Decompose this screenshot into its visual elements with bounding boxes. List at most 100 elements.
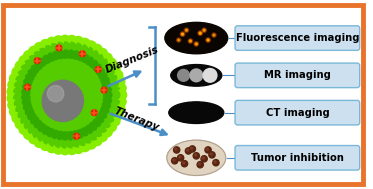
Circle shape xyxy=(102,81,111,89)
Circle shape xyxy=(189,40,191,42)
FancyBboxPatch shape xyxy=(235,63,360,88)
Circle shape xyxy=(104,91,112,99)
Circle shape xyxy=(89,122,97,130)
Circle shape xyxy=(81,54,89,62)
Circle shape xyxy=(23,103,32,112)
Circle shape xyxy=(10,106,20,117)
Circle shape xyxy=(54,121,62,129)
Circle shape xyxy=(78,45,88,54)
Circle shape xyxy=(28,112,36,121)
Circle shape xyxy=(115,103,125,113)
Circle shape xyxy=(210,153,212,155)
Circle shape xyxy=(44,102,52,110)
Circle shape xyxy=(94,91,102,99)
Circle shape xyxy=(34,58,40,64)
Circle shape xyxy=(72,110,80,118)
Circle shape xyxy=(109,78,118,88)
Circle shape xyxy=(15,81,24,91)
Circle shape xyxy=(77,63,85,71)
Circle shape xyxy=(103,96,112,104)
Circle shape xyxy=(38,132,47,142)
Circle shape xyxy=(23,129,34,139)
Circle shape xyxy=(76,129,84,138)
Circle shape xyxy=(107,108,117,117)
Circle shape xyxy=(34,120,42,129)
Circle shape xyxy=(115,77,125,87)
Circle shape xyxy=(186,149,189,151)
Circle shape xyxy=(72,43,82,52)
Circle shape xyxy=(21,116,30,125)
Circle shape xyxy=(25,74,34,82)
Circle shape xyxy=(66,139,76,148)
Circle shape xyxy=(36,75,44,82)
Circle shape xyxy=(85,57,94,65)
Circle shape xyxy=(65,70,73,77)
Circle shape xyxy=(203,157,204,159)
Circle shape xyxy=(43,135,53,144)
Circle shape xyxy=(47,85,64,102)
Text: MR imaging: MR imaging xyxy=(264,70,331,80)
Circle shape xyxy=(47,143,57,153)
Circle shape xyxy=(92,136,102,146)
Ellipse shape xyxy=(167,140,226,175)
Circle shape xyxy=(24,121,34,130)
Circle shape xyxy=(22,98,31,107)
Circle shape xyxy=(66,60,73,68)
Circle shape xyxy=(104,91,112,99)
Circle shape xyxy=(22,88,30,97)
Circle shape xyxy=(105,67,114,77)
Circle shape xyxy=(86,70,94,78)
Circle shape xyxy=(207,39,209,41)
Circle shape xyxy=(16,105,25,114)
Circle shape xyxy=(66,132,75,140)
Circle shape xyxy=(56,45,62,51)
Circle shape xyxy=(178,70,189,81)
Circle shape xyxy=(44,66,52,74)
Circle shape xyxy=(15,99,24,109)
Circle shape xyxy=(102,53,112,63)
Circle shape xyxy=(73,143,84,153)
Circle shape xyxy=(98,58,107,67)
Circle shape xyxy=(81,128,89,136)
Circle shape xyxy=(43,46,53,55)
Circle shape xyxy=(76,52,84,60)
Circle shape xyxy=(84,91,92,99)
Circle shape xyxy=(116,90,126,100)
Circle shape xyxy=(113,70,123,80)
Circle shape xyxy=(15,119,25,129)
Circle shape xyxy=(65,113,73,120)
Circle shape xyxy=(28,69,36,77)
Circle shape xyxy=(86,112,94,120)
FancyBboxPatch shape xyxy=(235,146,360,170)
Circle shape xyxy=(80,38,90,49)
Circle shape xyxy=(179,156,181,158)
Circle shape xyxy=(28,125,38,134)
Circle shape xyxy=(93,63,101,71)
Ellipse shape xyxy=(165,22,228,54)
Circle shape xyxy=(190,69,203,82)
Circle shape xyxy=(33,52,42,61)
Circle shape xyxy=(97,48,107,59)
Circle shape xyxy=(183,162,185,164)
Circle shape xyxy=(173,159,175,161)
Circle shape xyxy=(29,133,39,144)
Circle shape xyxy=(23,51,34,61)
Circle shape xyxy=(56,50,65,59)
Circle shape xyxy=(198,163,200,165)
Circle shape xyxy=(61,50,70,58)
Circle shape xyxy=(71,51,79,59)
Circle shape xyxy=(175,148,177,150)
Circle shape xyxy=(72,138,82,147)
Circle shape xyxy=(110,90,120,100)
Circle shape xyxy=(86,41,96,51)
Circle shape xyxy=(199,32,201,34)
Circle shape xyxy=(178,155,184,161)
Circle shape xyxy=(116,90,126,100)
Circle shape xyxy=(8,80,18,90)
Circle shape xyxy=(195,43,197,45)
Circle shape xyxy=(101,62,111,72)
Circle shape xyxy=(14,87,23,97)
Circle shape xyxy=(60,35,70,46)
Circle shape xyxy=(72,72,80,80)
Circle shape xyxy=(201,156,207,162)
